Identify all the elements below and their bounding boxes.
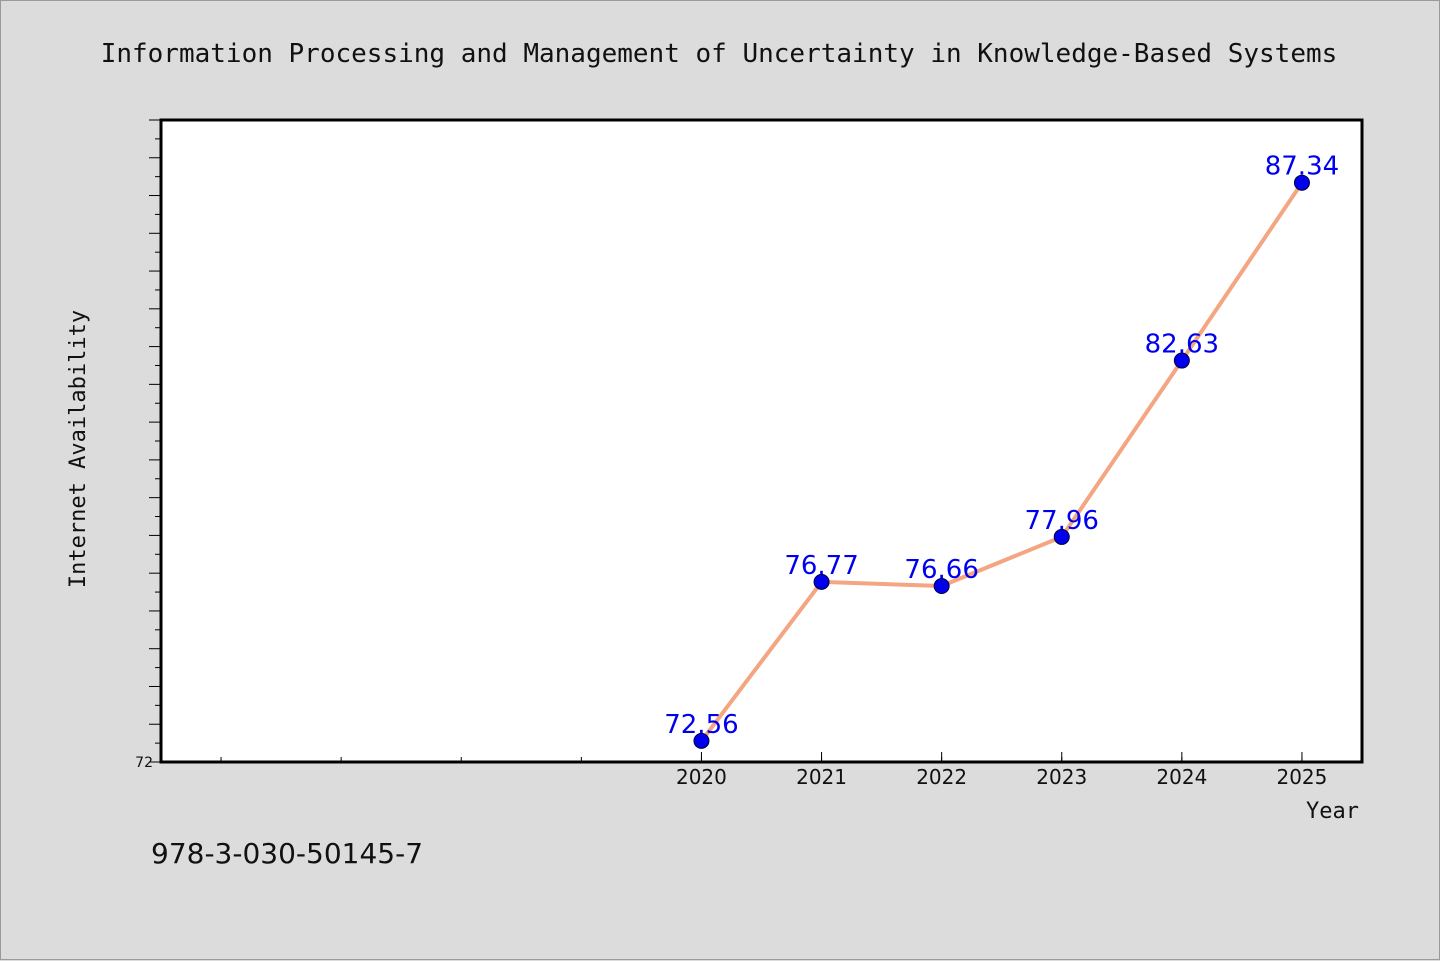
x-tick-label: 2023 — [1036, 765, 1087, 789]
data-label: 77.96 — [1025, 506, 1099, 536]
x-tick-label: 2022 — [916, 765, 967, 789]
data-label: 82.63 — [1145, 330, 1219, 360]
data-labels: 72.56 76.77 76.66 77.96 82.63 87.34 — [664, 152, 1339, 740]
data-point — [933, 578, 950, 595]
x-tick-label: 2021 — [796, 765, 847, 789]
x-tick-label: 2020 — [676, 765, 727, 789]
plot-area — [161, 120, 1362, 762]
data-point — [1293, 174, 1310, 191]
x-axis-label: Year — [1306, 799, 1359, 824]
data-label: 72.56 — [664, 710, 738, 740]
data-point — [1053, 528, 1070, 545]
data-point — [1173, 352, 1190, 369]
series-markers — [693, 174, 1310, 749]
data-label: 76.77 — [784, 551, 858, 581]
data-label: 87.34 — [1265, 152, 1339, 182]
data-point — [693, 732, 710, 749]
data-point — [813, 573, 830, 590]
isbn-text: 978-3-030-50145-7 — [151, 837, 423, 870]
data-label: 76.66 — [904, 555, 978, 585]
x-tick-label: 2024 — [1156, 765, 1207, 789]
y-axis-ticks: 72 — [135, 119, 161, 771]
series-line — [699, 180, 1304, 743]
x-tick-label: 2025 — [1276, 765, 1327, 789]
y-axis-label: Internet Availability — [66, 310, 91, 588]
y-tick-label: 72 — [135, 755, 153, 771]
chart-title: Information Processing and Management of… — [101, 39, 1338, 69]
x-axis-ticks: 2020 2021 2022 2023 2024 2025 — [220, 752, 1327, 789]
plot-border — [159, 118, 1364, 764]
